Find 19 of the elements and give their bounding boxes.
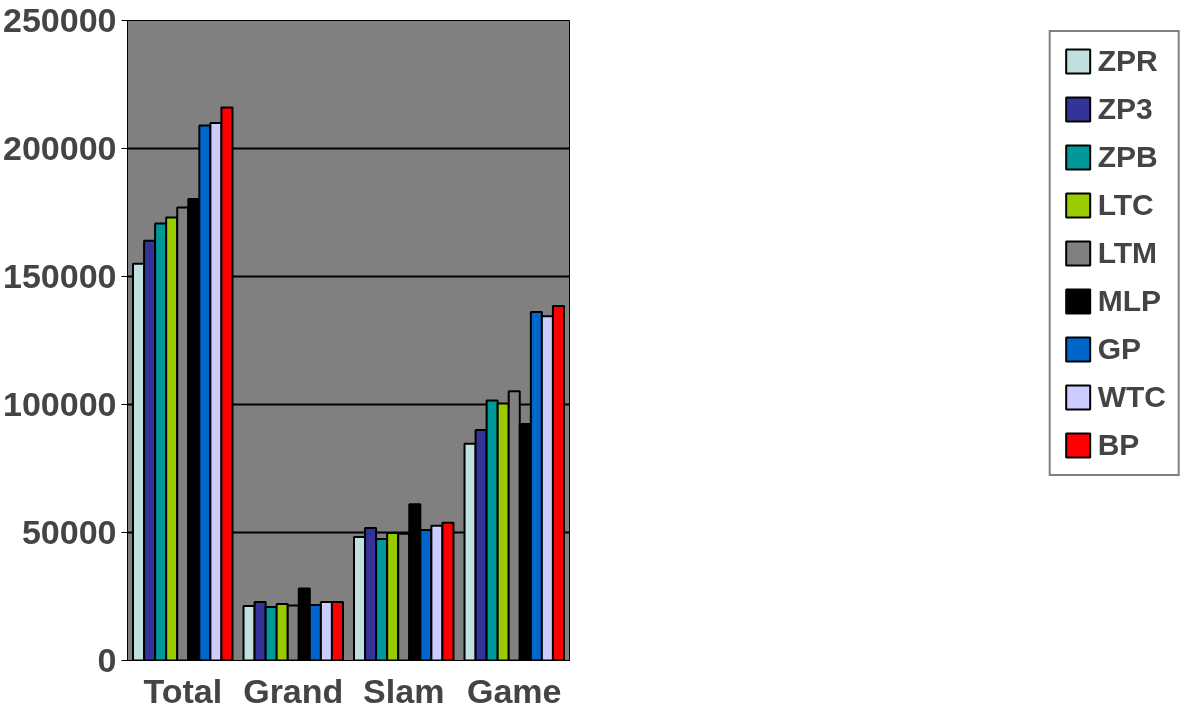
y-tick-label: 0 — [97, 641, 117, 679]
legend-label: WTC — [1097, 380, 1166, 414]
x-tick-label: Slam — [363, 671, 445, 710]
y-tick-label: 100000 — [3, 385, 117, 423]
y-tick-label: 250000 — [3, 1, 117, 39]
x-tick-label: Total — [143, 671, 223, 710]
legend-label: BP — [1097, 428, 1140, 462]
legend-label: MLP — [1097, 284, 1162, 318]
legend-label: LTM — [1097, 236, 1158, 270]
x-tick-label: Game — [467, 671, 562, 710]
legend-label: ZP3 — [1097, 92, 1153, 126]
legend-label: GP — [1097, 332, 1142, 366]
y-tick-label: 200000 — [3, 129, 117, 167]
legend-label: ZPB — [1097, 140, 1158, 174]
y-tick-label: 150000 — [3, 257, 117, 295]
legend-label: LTC — [1097, 188, 1154, 222]
legend-label: ZPR — [1097, 44, 1158, 78]
y-tick-label: 50000 — [21, 513, 117, 551]
x-tick-label: Grand — [243, 671, 344, 710]
